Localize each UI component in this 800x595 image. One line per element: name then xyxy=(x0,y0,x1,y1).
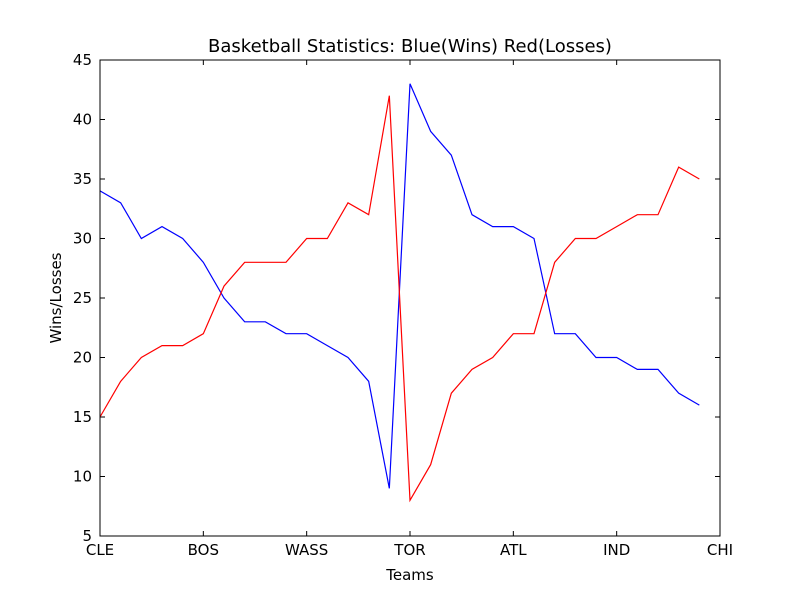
wins-series-line xyxy=(99,83,700,489)
y-tick-label: 20 xyxy=(73,349,92,367)
x-tick-label: IND xyxy=(603,541,630,559)
y-tick-label: 45 xyxy=(73,51,92,69)
losses-series-line xyxy=(99,95,700,503)
y-tick-label: 40 xyxy=(73,111,92,129)
y-tick-label: 10 xyxy=(73,468,92,486)
y-axis-label: Wins/Losses xyxy=(47,252,65,343)
chart-title: Basketball Statistics: Blue(Wins) Red(Lo… xyxy=(208,36,612,57)
x-axis-label: Teams xyxy=(385,566,434,584)
x-tick-label: CHI xyxy=(707,541,733,559)
x-tick-label: WASS xyxy=(285,541,328,559)
y-tick-label: 5 xyxy=(82,527,92,545)
series-lines xyxy=(99,83,700,503)
x-tick-label: CLE xyxy=(86,541,114,559)
axis-ticks: 5 10 15 20 25 30 35 40 45 CLE BOS WASS TOR ATL IND CHI xyxy=(73,51,733,559)
x-tick-label: BOS xyxy=(188,541,219,559)
y-tick-label: 25 xyxy=(73,289,92,307)
x-tick-label: ATL xyxy=(500,541,527,559)
y-tick-label: 15 xyxy=(73,408,92,426)
x-tick-label: TOR xyxy=(393,541,425,559)
y-tick-label: 35 xyxy=(73,170,92,188)
y-tick-label: 30 xyxy=(73,230,92,248)
plot-frame xyxy=(99,59,721,537)
